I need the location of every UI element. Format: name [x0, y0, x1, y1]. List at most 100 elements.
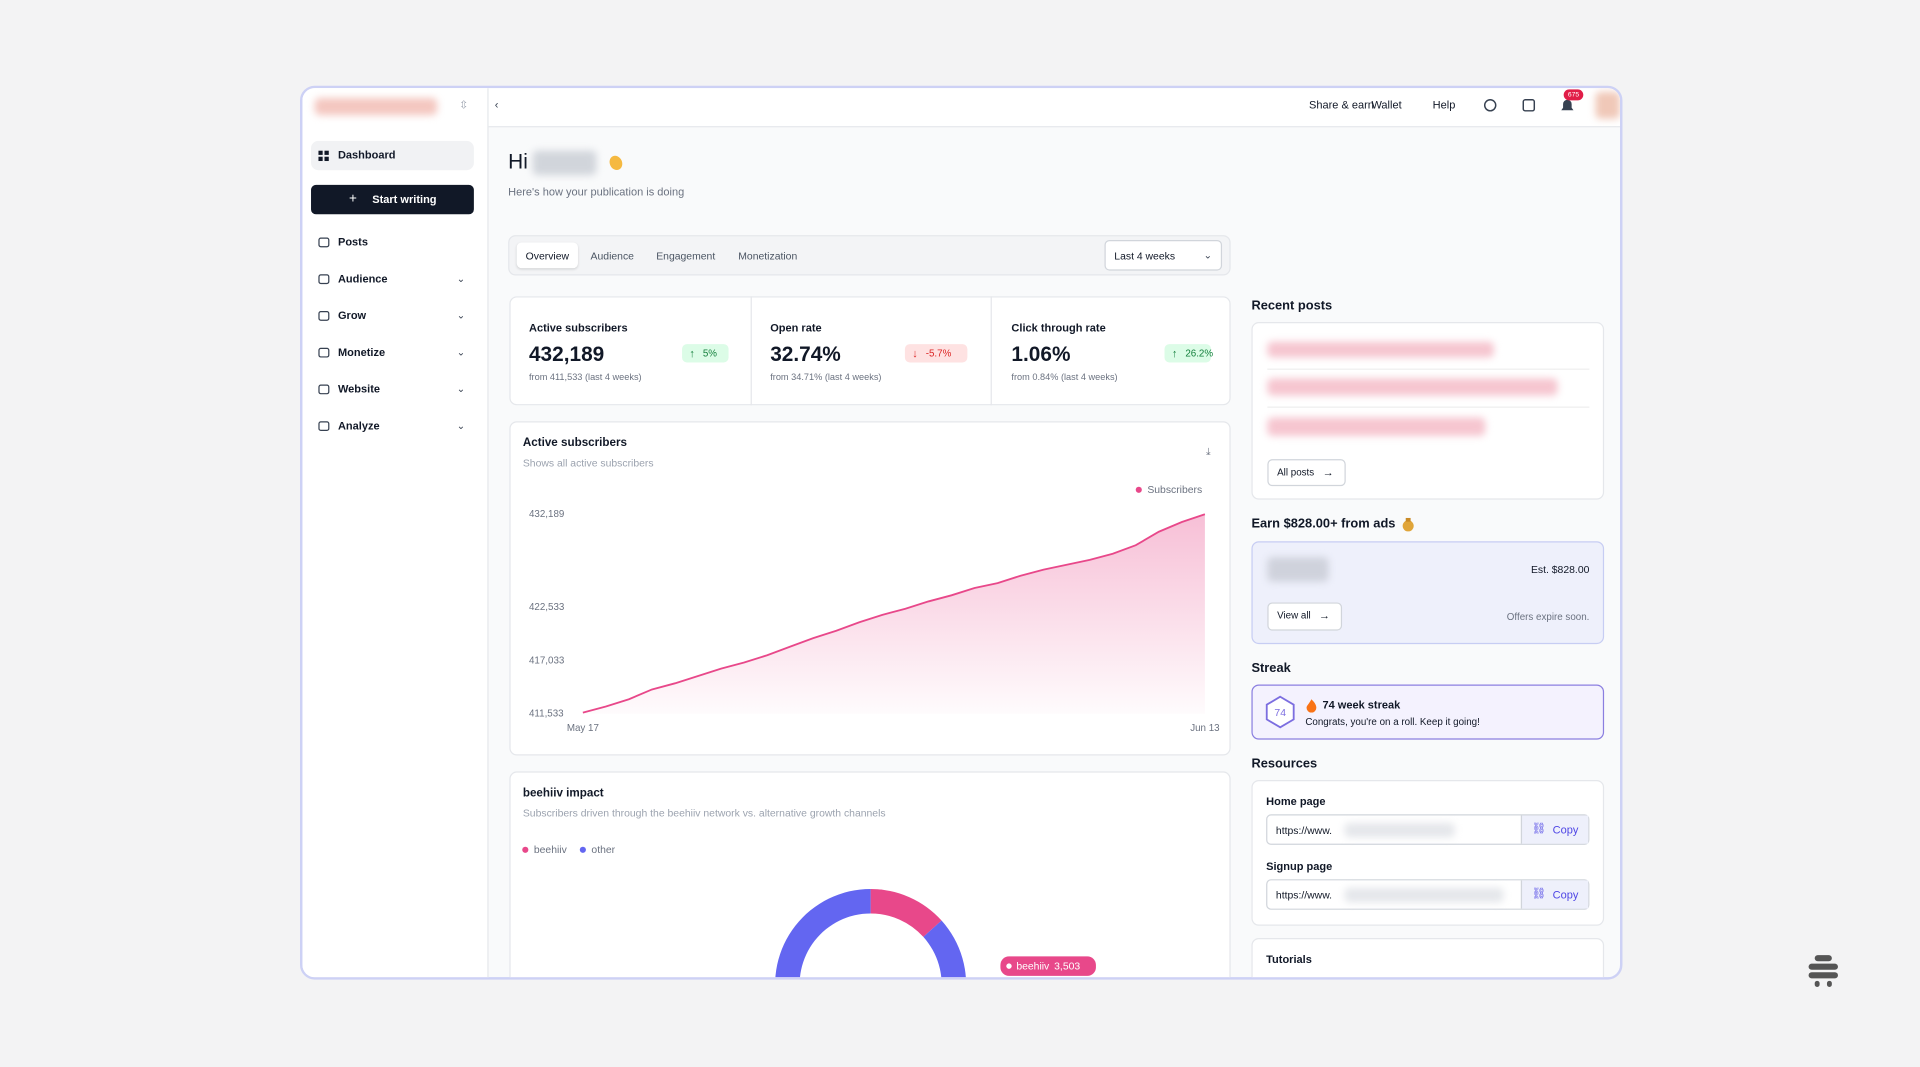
button-label: View all [1277, 610, 1311, 622]
y-tick-label: 422,533 [529, 602, 565, 613]
bell-icon[interactable] [1561, 99, 1574, 111]
range-select[interactable] [1104, 240, 1223, 271]
copy-button[interactable] [1520, 880, 1589, 909]
arrow-icon: → [1318, 609, 1330, 622]
copy-label: Copy [1552, 888, 1579, 901]
nav-item[interactable]: Analyze [337, 419, 380, 432]
tab[interactable]: Monetization [738, 249, 798, 262]
copy-button[interactable] [1520, 815, 1589, 844]
nav-chevron: ⌄ [456, 273, 465, 285]
nav-item[interactable]: Posts [337, 235, 368, 249]
trend-arrow: ↑ [1171, 346, 1178, 359]
stat-note: from 0.84% (last 4 weeks) [1011, 371, 1118, 383]
collapse-button[interactable]: ‹ [494, 98, 499, 111]
dashboard-icon [318, 150, 329, 162]
tooltip-text: beehiiv 3,503 [1016, 961, 1080, 972]
stat-change: 26.2% [1185, 347, 1214, 359]
moneybag-icon [1402, 517, 1414, 532]
stat-badge [904, 344, 968, 363]
line [582, 513, 1206, 714]
logo [1808, 955, 1838, 987]
x-tick-label: May 17 [567, 723, 599, 734]
post-blurred [1267, 341, 1494, 358]
legend-swatch [522, 846, 529, 853]
download-icon[interactable]: ⤓ [1206, 445, 1211, 457]
nav-icon [318, 274, 330, 285]
stat-value: 1.06% [1011, 342, 1071, 366]
nav-item[interactable]: Audience [337, 272, 388, 285]
url-blurred [1344, 887, 1504, 903]
arrow-icon: → [1322, 466, 1334, 479]
nav-chevron: ⌄ [456, 383, 465, 395]
globe-icon[interactable] [1483, 99, 1497, 112]
start-writing-label: Start writing [372, 192, 437, 206]
divider [1267, 368, 1590, 370]
tab[interactable]: Engagement [656, 249, 716, 262]
dashboard-item[interactable] [311, 140, 474, 171]
resource-label: Signup page [1266, 860, 1333, 873]
url-text: https://www. [1275, 823, 1333, 837]
section-title: Streak [1251, 660, 1291, 676]
fire-icon [1306, 699, 1317, 713]
area-fill [582, 514, 1205, 714]
nav-link[interactable]: Wallet [1371, 98, 1402, 111]
range-label: Last 4 weeks [1114, 249, 1176, 262]
copy-label: Copy [1552, 823, 1579, 836]
avatar-blurred [1595, 91, 1621, 119]
y-tick-label: 417,033 [529, 655, 565, 666]
donut-chart: beehiiv other beehiiv 3,503 [522, 845, 1096, 978]
tab[interactable]: Overview [525, 249, 570, 262]
workspace-blurred [314, 97, 438, 116]
ads-estimate: Est. $828.00 [1530, 563, 1590, 576]
plus-icon: + [348, 191, 357, 207]
dashboard-label: Dashboard [337, 148, 396, 162]
all-posts-button[interactable] [1267, 459, 1346, 487]
legend-label: Subscribers [1147, 485, 1202, 496]
calendar-icon[interactable] [1522, 99, 1536, 112]
nav-link[interactable]: Help [1432, 98, 1456, 111]
post-blurred [1267, 378, 1558, 396]
app-window: ⇳ ‹ Share & earn Wallet Help 675 Dashboa… [300, 85, 1623, 980]
divider [1267, 406, 1590, 408]
section-title: Recent posts [1251, 298, 1333, 314]
divider [990, 296, 992, 406]
line-chart: 411,533 417,033 422,533 432,189 May 17 Jun 13… [529, 485, 1220, 734]
chart-title: beehiiv impact [522, 786, 604, 800]
tutorials-title: Tutorials [1266, 953, 1312, 966]
top-bar [302, 88, 1621, 128]
streak-badge [1265, 695, 1295, 729]
wave-icon [609, 155, 623, 171]
chart-title: Active subscribers [522, 436, 627, 450]
donut-segment [775, 888, 966, 978]
streak-weeks: 74 [1274, 705, 1287, 719]
section-title: Earn $828.00+ from ads [1251, 516, 1396, 532]
chart-subtitle: Subscribers driven through the beehiiv n… [522, 806, 886, 820]
chart-subtitle: Shows all active subscribers [522, 456, 654, 469]
legend-label: other [591, 845, 615, 856]
nav-item[interactable]: Grow [337, 309, 367, 322]
sponsor-blurred [1267, 557, 1329, 582]
start-writing-button[interactable] [311, 184, 474, 215]
range-chevron: ⌄ [1203, 250, 1212, 262]
stat-change: -5.7% [925, 347, 952, 359]
stat-value: 432,189 [528, 342, 605, 366]
tab[interactable]: Audience [590, 249, 634, 262]
link-icon: ⛓ [1531, 822, 1546, 835]
nav-item[interactable]: Monetize [337, 346, 386, 359]
window-content: ⇳ ‹ Share & earn Wallet Help 675 Dashboa… [302, 88, 1621, 978]
nav-chevron: ⌄ [456, 346, 465, 358]
nav-icon [318, 237, 330, 248]
stat-label: Active subscribers [528, 321, 628, 334]
tutorials-card [1251, 937, 1605, 978]
streak-message: Congrats, you're on a roll. Keep it goin… [1305, 716, 1480, 728]
url-text: https://www. [1275, 888, 1333, 902]
active-tab [516, 242, 578, 269]
nav-link[interactable]: Share & earn [1308, 98, 1374, 111]
notification-count: 675 [1567, 90, 1580, 99]
divider [750, 296, 752, 406]
view-all-button[interactable] [1267, 602, 1343, 631]
nav-item[interactable]: Website [337, 382, 381, 396]
stat-label: Open rate [770, 321, 822, 334]
section-title: Resources [1251, 756, 1318, 772]
